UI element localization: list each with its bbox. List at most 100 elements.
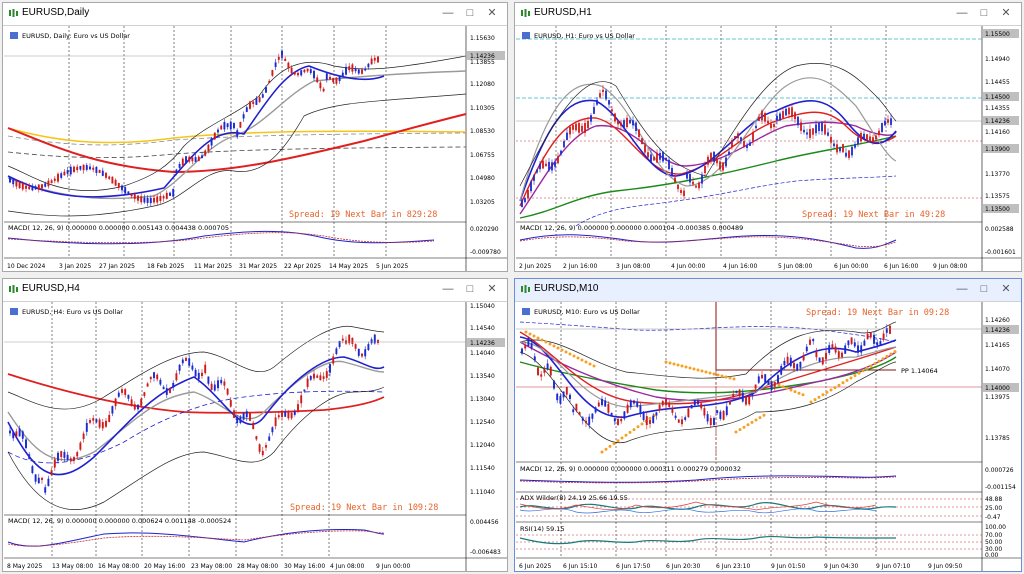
chart-subtitle: EURUSD, Daily: Euro vs US Dollar — [22, 32, 130, 40]
psar-dot — [849, 376, 853, 380]
candle — [332, 77, 335, 83]
window-titlebar[interactable]: EURUSD,H4 — □ ✕ — [3, 279, 507, 302]
candle — [172, 188, 175, 197]
close-button[interactable]: ✕ — [1001, 283, 1011, 295]
candle — [591, 413, 594, 419]
candle — [271, 70, 274, 76]
price-axis-label: 1.14540 — [470, 325, 495, 332]
chart-subtitle: EURUSD, M10: Euro vs US Dollar — [534, 308, 640, 316]
psar-dot — [636, 425, 640, 429]
chart-window-daily[interactable]: EURUSD,Daily — □ ✕ EURUSD, Daily: Euro v… — [2, 2, 508, 272]
minimize-button[interactable]: — — [956, 7, 968, 19]
candle — [258, 444, 261, 452]
time-axis-label: 9 Jun 08:00 — [933, 263, 967, 270]
spread-text: Spread: 19 Next Bar in 829:28 — [289, 210, 437, 220]
candle — [370, 339, 373, 344]
candle — [887, 119, 889, 123]
time-axis-label: 6 Jun 2025 — [519, 563, 551, 570]
candle — [700, 403, 703, 409]
candle — [207, 376, 210, 384]
candle — [543, 368, 546, 373]
window-titlebar[interactable]: EURUSD,H1 — □ ✕ — [515, 3, 1021, 26]
price-candles — [521, 85, 892, 208]
chart-window-icon — [9, 285, 18, 293]
psar-dot — [720, 374, 724, 378]
candle — [545, 163, 547, 167]
candle — [764, 112, 766, 122]
candle — [809, 129, 811, 138]
candle — [557, 156, 559, 164]
candle — [213, 132, 216, 140]
candle — [281, 50, 283, 58]
time-axis-label: 9 Jun 09:50 — [928, 563, 962, 570]
candle — [767, 120, 769, 124]
candle — [687, 408, 690, 418]
candle — [281, 410, 283, 418]
candle — [66, 170, 69, 174]
maximize-button[interactable]: □ — [980, 283, 988, 295]
minimize-button[interactable]: — — [442, 283, 454, 295]
candle — [57, 452, 59, 461]
candle — [697, 400, 699, 405]
chart-window-m10[interactable]: EURUSD,M10 — □ ✕ PP 1.14064 EURUSD, M10:… — [514, 278, 1022, 572]
candle — [671, 167, 673, 176]
psar-dot — [668, 361, 672, 365]
candle — [351, 337, 354, 344]
candle — [629, 119, 631, 124]
candle — [626, 117, 628, 128]
chart-canvas[interactable]: EURUSD, Daily: Euro vs US Dollar 1.14236… — [4, 26, 508, 271]
candle — [755, 125, 757, 129]
candle — [255, 436, 258, 440]
candle — [309, 375, 312, 380]
time-axis-label: 5 Jun 2025 — [376, 263, 408, 270]
close-button[interactable]: ✕ — [487, 283, 497, 295]
maximize-button[interactable]: □ — [466, 7, 474, 19]
psar-dot — [648, 416, 652, 420]
candle — [9, 430, 11, 434]
candle — [725, 406, 728, 416]
candle — [677, 184, 679, 190]
candle — [313, 70, 315, 79]
maximize-button[interactable]: □ — [466, 283, 474, 295]
candle — [674, 415, 677, 418]
candle — [322, 88, 325, 92]
candle — [572, 409, 575, 413]
chart-window-h4[interactable]: EURUSD,H4 — □ ✕ EURUSD, H4: Euro vs US D… — [2, 278, 508, 572]
candle — [194, 369, 197, 377]
time-axis-label: 2 Jun 16:00 — [563, 263, 597, 270]
candle — [92, 167, 95, 170]
candle — [587, 120, 589, 129]
window-titlebar[interactable]: EURUSD,M10 — □ ✕ — [515, 279, 1021, 302]
candle — [761, 374, 763, 379]
close-button[interactable]: ✕ — [487, 7, 497, 19]
candle — [95, 166, 98, 173]
chart-canvas[interactable]: PP 1.14064 EURUSD, M10: Euro vs US Dolla… — [516, 302, 1022, 572]
chart-canvas[interactable]: EURUSD, H1: Euro vs US Dollar 1.15500 1.… — [516, 26, 1022, 271]
candle — [89, 420, 91, 423]
candle — [89, 166, 91, 170]
candle — [738, 389, 741, 397]
chart-window-h1[interactable]: EURUSD,H1 — □ ✕ EURUSD, H1: Euro vs US D… — [514, 2, 1022, 272]
psar-dot — [825, 390, 829, 394]
minimize-button[interactable]: — — [956, 283, 968, 295]
candle — [601, 399, 603, 406]
candle — [607, 404, 610, 413]
maximize-button[interactable]: □ — [980, 7, 988, 19]
chart-subtitle: EURUSD, H4: Euro vs US Dollar — [22, 308, 123, 316]
close-button[interactable]: ✕ — [1001, 7, 1011, 19]
psar-dot — [809, 400, 813, 404]
candle — [719, 161, 721, 170]
candle — [229, 121, 232, 130]
candle — [857, 137, 859, 144]
candle — [53, 459, 56, 468]
candle — [290, 412, 293, 419]
price-axis-label: 1.14070 — [985, 366, 1010, 373]
candle — [69, 458, 72, 462]
candle — [863, 340, 866, 346]
minimize-button[interactable]: — — [442, 7, 454, 19]
psar-dot — [893, 350, 897, 354]
window-titlebar[interactable]: EURUSD,Daily — □ ✕ — [3, 3, 507, 26]
chart-canvas[interactable]: EURUSD, H4: Euro vs US Dollar 1.14236 1.… — [4, 302, 508, 572]
candle — [690, 404, 693, 409]
candle — [146, 197, 149, 203]
